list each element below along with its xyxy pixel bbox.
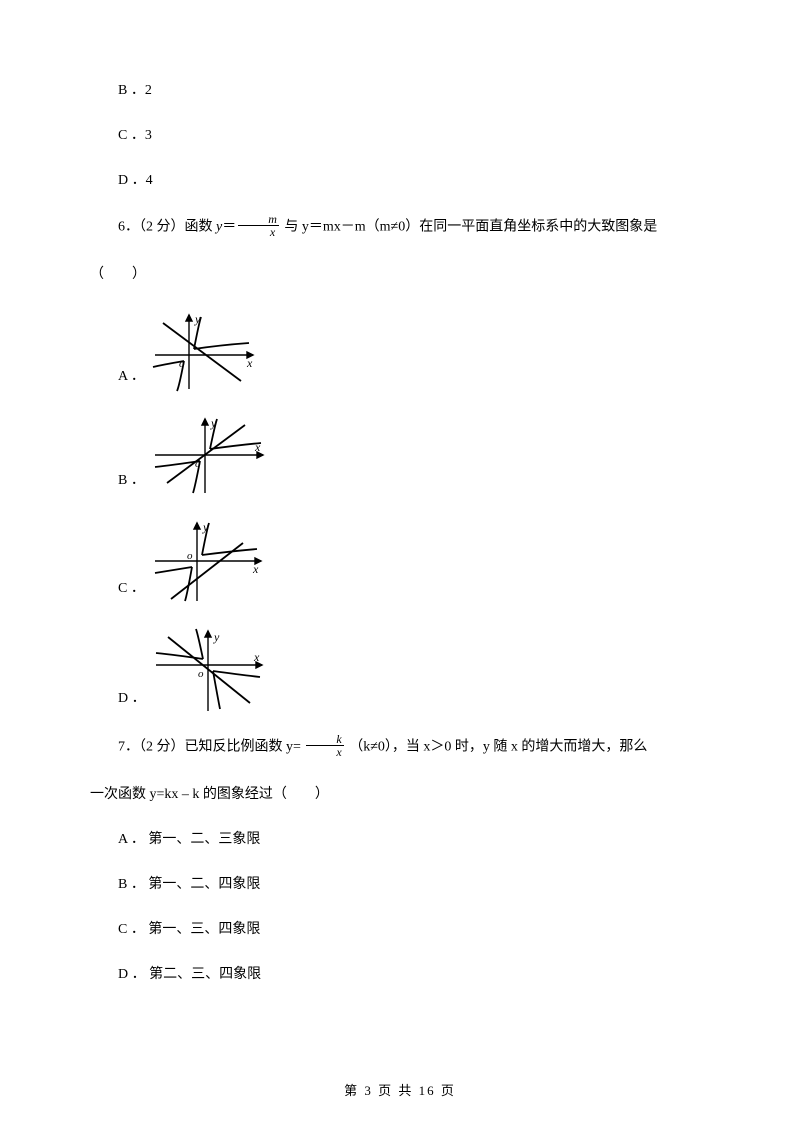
q6-stem: 6．（2 分）函数 y＝mx 与 y＝mx－m（m≠0）在同一平面直角坐标系中的… xyxy=(90,215,710,240)
svg-text:x: x xyxy=(246,356,253,370)
svg-text:y: y xyxy=(213,630,220,644)
q6-paren: （ ） xyxy=(90,264,710,285)
q6-fraction: mx xyxy=(238,213,279,238)
q7-stem-line2: 一次函数 y=kx – k 的图象经过（ ） xyxy=(90,784,710,805)
q6-option-d: D ． y x o xyxy=(90,625,710,715)
q7-stem-line1: 7．（2 分）已知反比例函数 y= kx （k≠0），当 x＞0 时，y 随 x… xyxy=(90,735,710,760)
q6-graph-c: y x o xyxy=(149,517,267,605)
svg-text:x: x xyxy=(253,650,260,664)
prev-option-b: B ．2 xyxy=(90,80,710,101)
q6-option-b: B ． y x o xyxy=(90,413,710,497)
q6-c-label: C ． xyxy=(90,578,145,605)
q7-fraction: kx xyxy=(306,733,343,758)
q6-prefix: 6．（2 分）函数 xyxy=(118,220,216,235)
q7-mid: （k≠0），当 x＞0 时，y 随 x 的增大而增大，那么 xyxy=(346,740,648,755)
q7-prefix: 7．（2 分）已知反比例函数 y= xyxy=(118,740,304,755)
prev-option-c: C ．3 xyxy=(90,125,710,146)
q6-a-label: A ． xyxy=(90,366,145,393)
svg-text:o: o xyxy=(179,358,185,370)
q6-option-a: A ． y x o xyxy=(90,309,710,393)
svg-text:y: y xyxy=(194,312,201,326)
svg-text:x: x xyxy=(254,440,261,454)
q7-option-a: A ． 第一、二、三象限 xyxy=(90,829,710,850)
q7-option-d: D ． 第二、三、四象限 xyxy=(90,964,710,985)
svg-text:o: o xyxy=(198,668,204,680)
svg-text:y: y xyxy=(210,416,217,430)
svg-text:y: y xyxy=(202,520,209,534)
svg-text:o: o xyxy=(195,458,201,470)
svg-text:x: x xyxy=(252,562,259,576)
q6-graph-a: y x o xyxy=(149,309,259,393)
q6-b-label: B ． xyxy=(90,470,145,497)
q6-option-c: C ． y x o xyxy=(90,517,710,605)
q6-graph-b: y x o xyxy=(149,413,269,497)
page-footer: 第 3 页 共 16 页 xyxy=(0,1081,800,1101)
q7-option-b: B ． 第一、二、四象限 xyxy=(90,874,710,895)
q7-option-c: C ． 第一、三、四象限 xyxy=(90,919,710,940)
svg-text:o: o xyxy=(187,550,193,562)
q6-mid: 与 y＝mx－m（m≠0）在同一平面直角坐标系中的大致图象是 xyxy=(281,220,657,235)
q6-graph-d: y x o xyxy=(150,625,268,715)
q6-d-label: D ． xyxy=(90,688,146,715)
prev-option-d: D ．4 xyxy=(90,170,710,191)
